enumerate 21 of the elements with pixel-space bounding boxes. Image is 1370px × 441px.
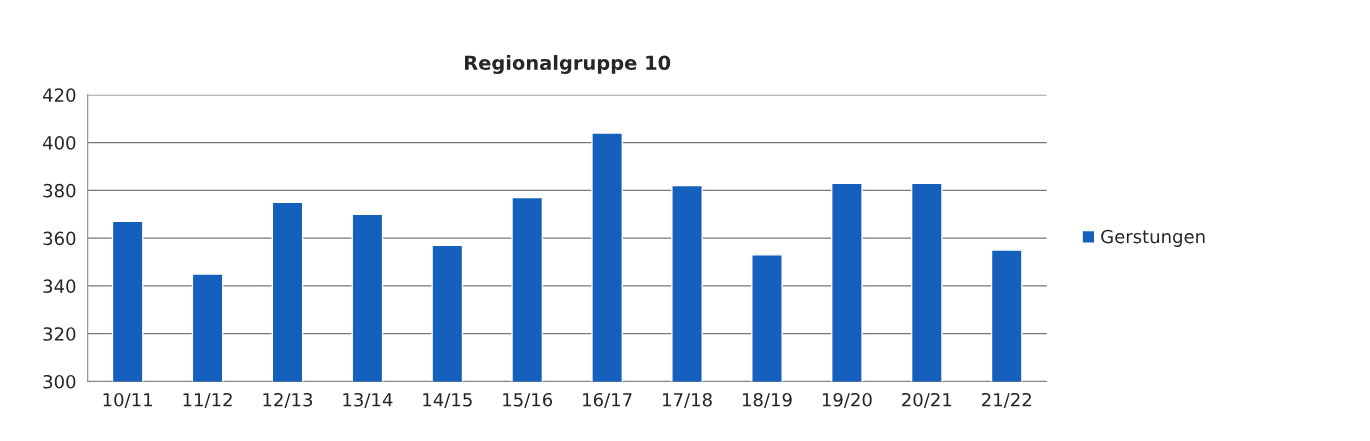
- y-tick-label: 320: [43, 327, 76, 341]
- x-tick-label: 17/18: [663, 392, 712, 408]
- chart-title: Regionalgruppe 10: [465, 55, 671, 75]
- y-tick-label: 360: [43, 231, 76, 246]
- y-tick-label: 420: [42, 88, 76, 102]
- y-tick-label: 340: [43, 279, 76, 294]
- x-tick-label: 16/17: [583, 392, 632, 408]
- x-tick-label: 19/20: [822, 392, 872, 408]
- legend-label: Gerstungen: [1101, 229, 1205, 247]
- x-tick-label: 20/21: [902, 392, 952, 408]
- y-tick-label: 380: [43, 183, 76, 198]
- x-tick-label: 15/16: [503, 392, 553, 408]
- y-tick-label: 400: [42, 136, 76, 150]
- x-tick-label: 11/12: [183, 392, 232, 408]
- x-tick-label: 13/14: [343, 392, 393, 408]
- x-tick-label: 10/11: [103, 392, 152, 408]
- x-tick-label: 14/15: [423, 393, 472, 408]
- x-tick-label: 12/13: [263, 392, 313, 408]
- x-tick-label: 21/22: [982, 392, 1031, 408]
- y-tick-label: 300: [43, 374, 76, 389]
- x-tick-label: 18/19: [742, 392, 792, 408]
